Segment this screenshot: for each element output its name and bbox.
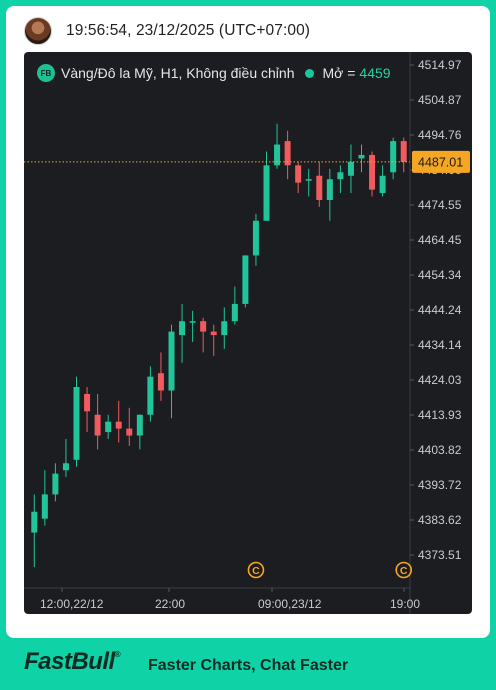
y-tick-label: 4444.24 [418, 303, 462, 317]
candle-body [221, 321, 228, 336]
candle-body [210, 331, 217, 336]
y-tick-label: 4393.72 [418, 478, 462, 492]
candle-body [200, 321, 207, 332]
x-tick-label: 22:00 [155, 597, 185, 611]
y-tick-label: 4454.34 [418, 268, 462, 282]
y-tick-label: 4464.45 [418, 233, 462, 247]
candle-body [369, 154, 376, 190]
y-tick-label: 4373.51 [418, 548, 462, 562]
candle-body [400, 141, 407, 162]
candle-body [52, 473, 59, 495]
candle-body [126, 428, 133, 436]
candle-body [105, 421, 112, 433]
y-tick-label: 4514.97 [418, 58, 462, 72]
open-value: 4459 [359, 65, 391, 81]
y-tick-label: 4413.93 [418, 408, 462, 422]
candle-body [347, 161, 354, 176]
avatar[interactable] [24, 17, 52, 45]
event-marker-label: C [252, 565, 260, 577]
brand-logo[interactable]: FastBull® [24, 648, 121, 675]
chart-canvas[interactable]: 4514.974504.874494.764484.664474.554464.… [24, 52, 472, 614]
candle-body [94, 414, 101, 436]
price-chart[interactable]: 4514.974504.874494.764484.664474.554464.… [24, 52, 472, 614]
candle-body [231, 303, 238, 322]
y-tick-label: 4474.55 [418, 198, 462, 212]
event-marker-icon [395, 561, 413, 579]
timestamp: 19:56:54, 23/12/2025 (UTC+07:00) [66, 22, 311, 39]
candle-body [358, 154, 365, 159]
event-marker-icon [247, 561, 265, 579]
tagline: Faster Charts, Chat Faster [148, 657, 349, 674]
y-tick-label: 4504.87 [418, 93, 462, 107]
candle-body [168, 331, 175, 391]
candle-body [274, 144, 281, 166]
candle-body [31, 511, 38, 533]
y-tick-label: 4403.82 [418, 443, 462, 457]
x-tick-label: 09:00,23/12 [258, 597, 322, 611]
x-tick-label: 12:00,22/12 [40, 597, 104, 611]
candle-body [115, 421, 122, 429]
candle-body [305, 179, 312, 181]
candle-body [157, 373, 164, 391]
chart-legend: FB Vàng/Đô la Mỹ, H1, Không điều chỉnh M… [37, 64, 391, 82]
status-dot-icon [305, 68, 315, 78]
candle-body [41, 494, 48, 519]
candle-body [252, 220, 259, 256]
candle-body [179, 321, 186, 336]
symbol-label: Vàng/Đô la Mỹ, H1, Không điều chỉnh [61, 65, 295, 81]
candle-body [147, 376, 154, 415]
candle-body [390, 141, 397, 173]
candle-body [295, 165, 302, 183]
x-tick-label: 19:00 [390, 597, 420, 611]
current-price-label: 4487.01 [418, 155, 463, 169]
post-header: 19:56:54, 23/12/2025 (UTC+07:00) [24, 16, 310, 46]
y-tick-label: 4494.76 [418, 128, 462, 142]
current-price-tag [412, 150, 470, 173]
share-card: 19:56:54, 23/12/2025 (UTC+07:00) 4514.97… [6, 6, 490, 638]
candle-body [62, 463, 69, 471]
candle-body [284, 141, 291, 166]
candle-body [263, 165, 270, 221]
y-tick-label: 4383.62 [418, 513, 462, 527]
candle-body [84, 393, 91, 412]
y-tick-label: 4434.14 [418, 338, 462, 352]
candle-body [316, 175, 323, 200]
y-tick-label: 4424.03 [418, 373, 462, 387]
footer: FastBull® Faster Charts, Chat Faster [0, 648, 496, 684]
candle-body [242, 255, 249, 304]
candle-body [326, 179, 333, 200]
fastbull-badge-icon: FB [37, 64, 55, 82]
open-label: Mở = [322, 65, 356, 81]
candle-body [337, 172, 344, 180]
candle-body [189, 321, 196, 323]
candle-body [136, 414, 143, 436]
event-marker-label: C [400, 565, 408, 577]
candle-body [73, 387, 80, 460]
candle-body [379, 175, 386, 194]
